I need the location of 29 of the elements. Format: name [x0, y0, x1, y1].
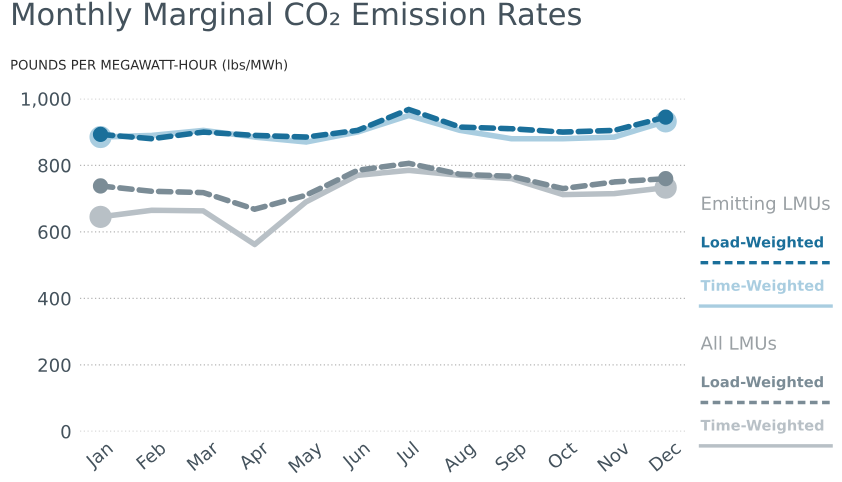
x-tick-label: Jan [84, 441, 116, 472]
x-tick-label: Jun [340, 441, 373, 472]
point [92, 178, 108, 194]
x-tick-label: Apr [238, 440, 272, 474]
point [658, 170, 674, 186]
x-tick-label: May [288, 440, 326, 476]
x-tick-label: Feb [135, 440, 167, 470]
chart-title: Monthly Marginal CO₂ Emission Rates [13, 2, 581, 32]
chart-subtitle: POUNDS PER MEGAWATT-HOUR (lbs/MWh) [11, 60, 288, 72]
y-tick-label: 1,000 [22, 92, 70, 108]
y-tick-label: 600 [38, 225, 70, 239]
x-tick-label: Oct [546, 440, 578, 470]
point [89, 206, 112, 228]
text: Time-Weighted [700, 280, 824, 294]
x-tick-label: Aug [442, 441, 478, 476]
x-tick-label: Nov [596, 440, 631, 472]
x-tick-label: Sep [494, 440, 530, 474]
text: Load-Weighted [702, 376, 823, 390]
y-tick-label: 800 [38, 158, 70, 172]
text: Emitting LMUs [702, 196, 830, 214]
text: All LMUs [700, 336, 776, 350]
text: Time-Weighted [700, 419, 824, 434]
x-tick-label: Jul [394, 440, 422, 468]
y-tick-label: 400 [38, 292, 70, 306]
text: Load-Weighted [702, 236, 823, 251]
x-tick-label: Mar [186, 440, 220, 472]
x-tick-label: Dec [648, 440, 682, 472]
y-tick-label: 0 [61, 424, 70, 439]
y-tick-label: 200 [38, 358, 70, 372]
